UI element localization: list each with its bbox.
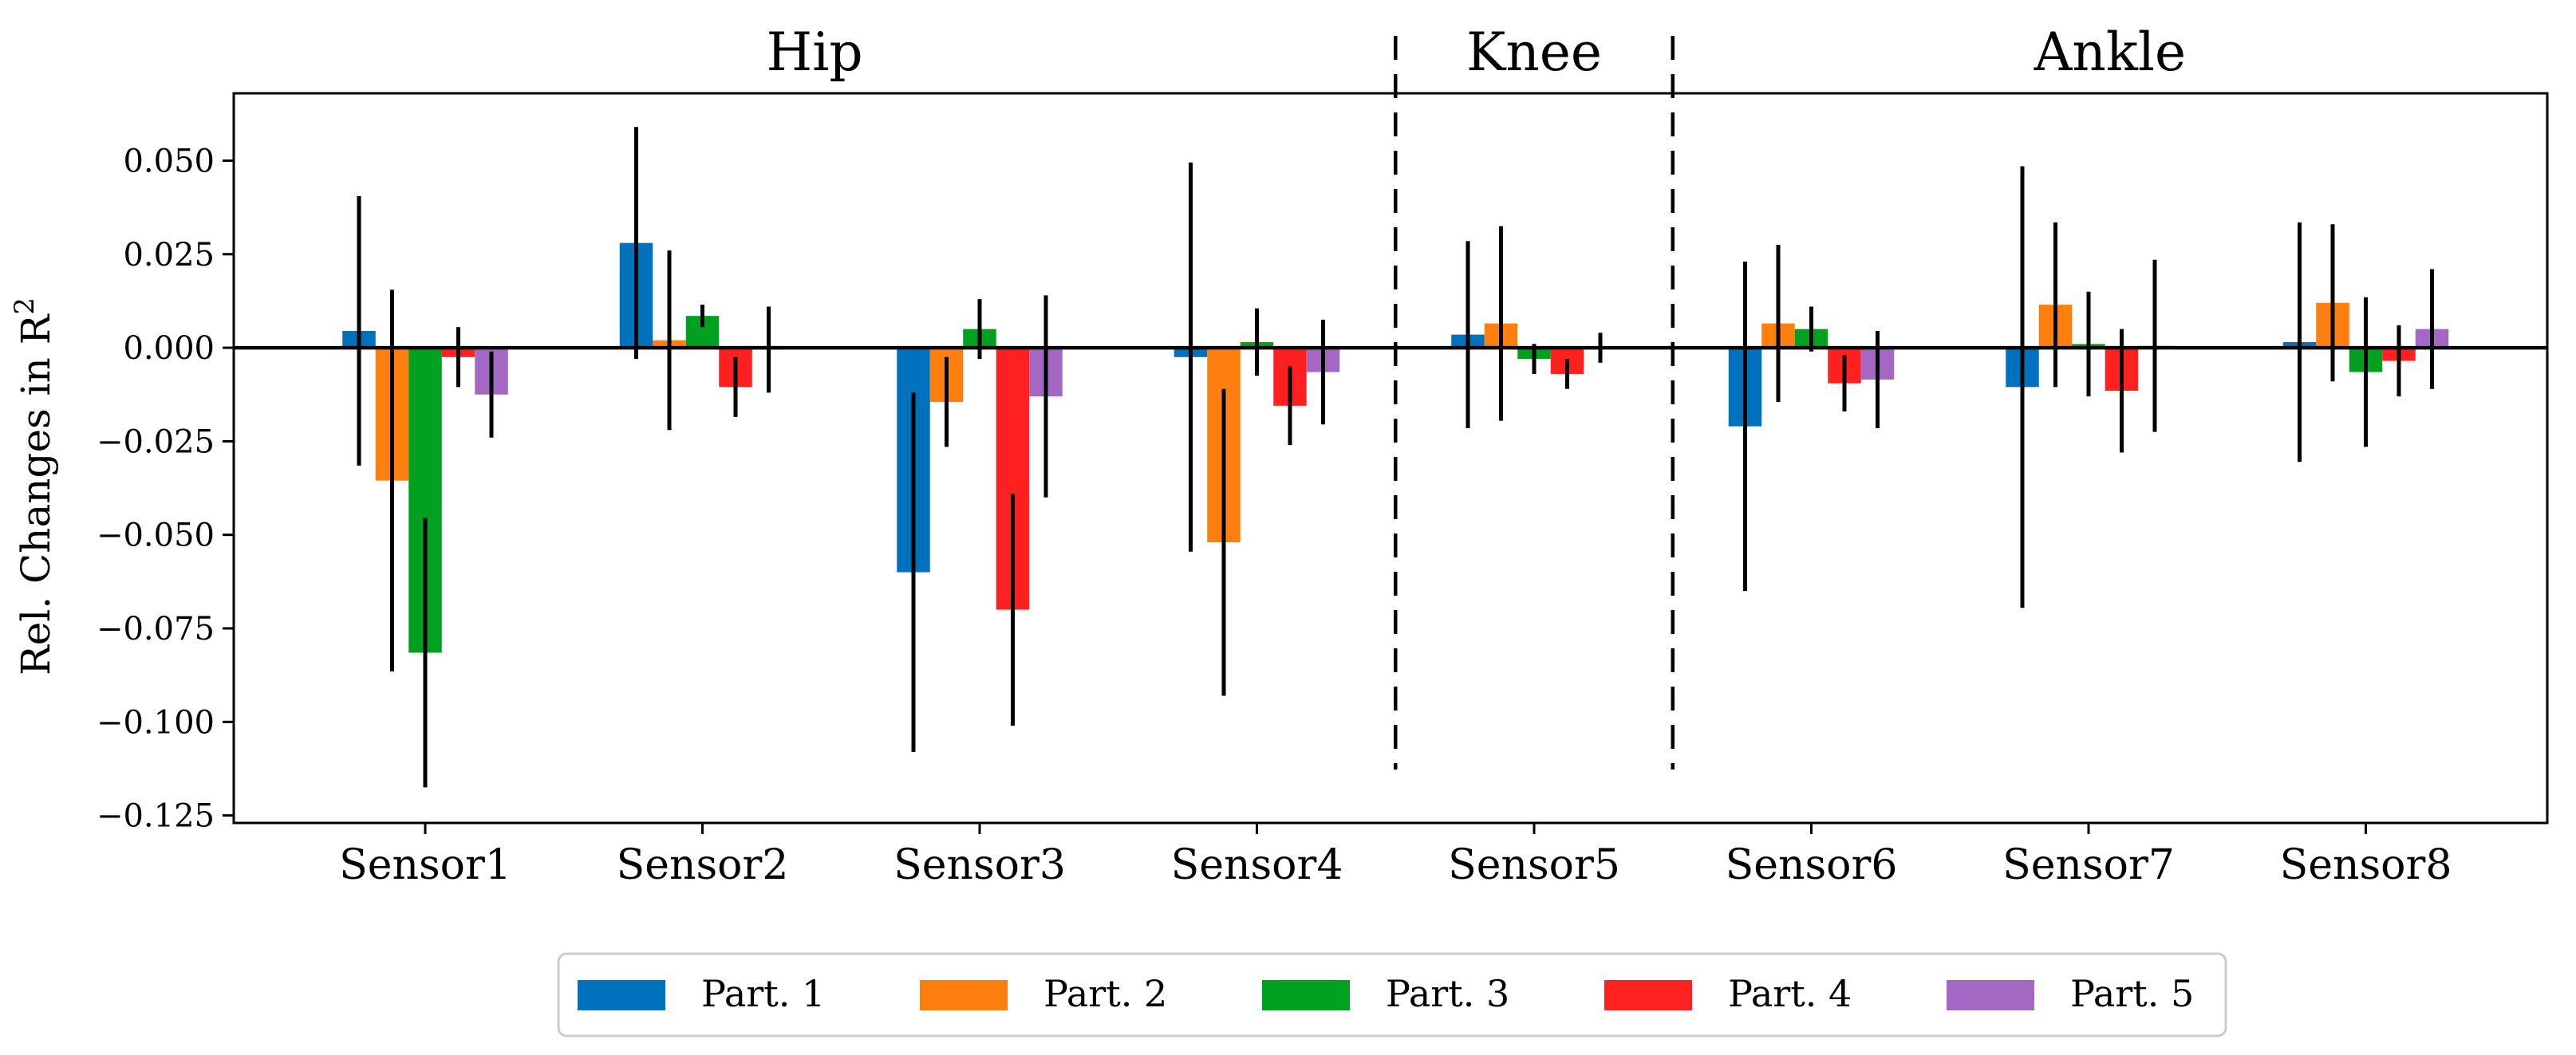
x-tick-label: Sensor8 [2280,841,2452,889]
y-tick-label: −0.100 [97,704,215,741]
legend-label-3: Part. 3 [1386,972,1509,1015]
legend-swatch-2 [920,980,1008,1010]
legend-box [557,952,2227,1037]
y-axis-label: Rel. Changes in R2 [9,297,59,675]
y-tick-label: 0.000 [123,330,215,367]
y-tick-label: −0.075 [97,611,215,648]
region-label-hip: Hip [767,22,863,83]
x-tick-label: Sensor2 [617,841,789,889]
legend-swatch-5 [1947,980,2034,1010]
y-tick-label: 0.050 [123,143,215,179]
y-tick-label: 0.025 [123,237,215,274]
x-tick-label: Sensor1 [339,841,511,889]
legend-label-4: Part. 4 [1728,972,1852,1015]
legend: Part. 1 Part. 2 Part. 3 Part. 4 Part. 5 [557,952,2227,1037]
region-label-ankle: Ankle [2034,22,2186,83]
y-tick-label: −0.050 [97,518,215,554]
x-tick-label: Sensor3 [894,841,1066,889]
x-tick-label: Sensor5 [1448,841,1620,889]
legend-label-5: Part. 5 [2070,972,2194,1015]
y-axis-label-text: Rel. Changes in R [13,313,59,675]
legend-swatch-3 [1262,980,1350,1010]
legend-label-1: Part. 1 [701,972,825,1015]
plot-frame [232,92,2549,825]
x-tick-label: Sensor6 [1726,841,1898,889]
y-axis: 0.050 0.025 0.000 −0.025 −0.050 −0.075 −0.100 −… [97,143,234,835]
legend-swatch-1 [578,980,665,1010]
y-tick-label: −0.125 [97,798,215,835]
y-axis-label-superscript: 2 [9,297,41,315]
legend-swatch-4 [1604,980,1692,1010]
x-tick-label: Sensor4 [1171,841,1343,889]
y-tick-label: −0.025 [97,423,215,460]
legend-label-2: Part. 2 [1043,972,1167,1015]
x-axis: Sensor1 Sensor2 Sensor3 Sensor4 Sensor5 Senso… [339,823,2452,889]
x-tick-label: Sensor7 [2002,841,2175,889]
region-dividers: Hip Knee Ankle [767,22,2186,770]
plot-area [232,92,2549,825]
region-label-knee: Knee [1466,22,1602,83]
